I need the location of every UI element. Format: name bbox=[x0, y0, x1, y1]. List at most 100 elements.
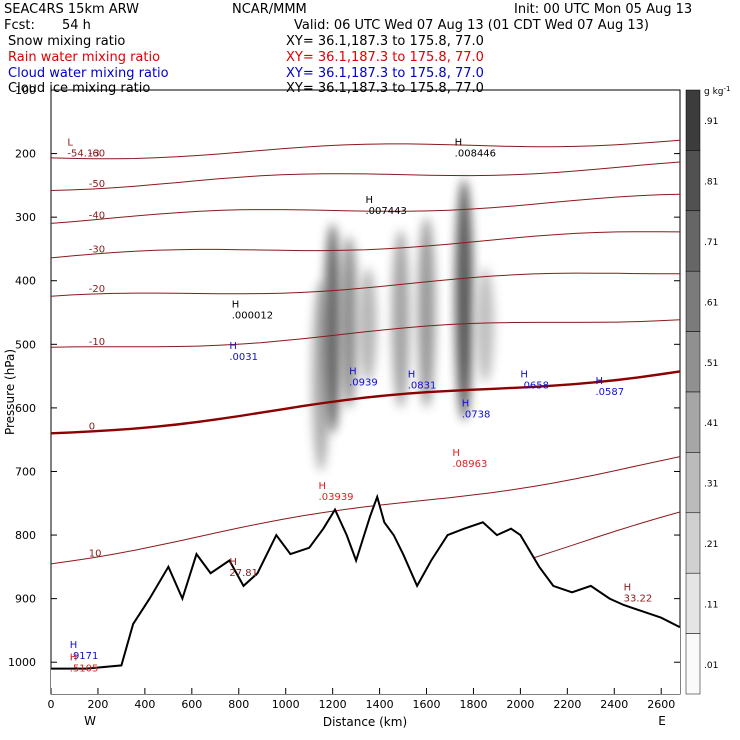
colorbar-swatch bbox=[685, 391, 701, 453]
isotherm-label: -60 bbox=[89, 149, 105, 160]
isotherm-label: 10 bbox=[89, 548, 102, 559]
isotherm-contour bbox=[51, 193, 680, 224]
x-tick-label: 1600 bbox=[413, 698, 441, 711]
model-name: SEAC4RS 15km ARW bbox=[4, 2, 140, 17]
ice-peak-value: .000012 bbox=[232, 311, 273, 322]
ice-peak-value: .008446 bbox=[455, 149, 496, 160]
y-tick-label: 700 bbox=[15, 465, 36, 478]
colorbar-label: .71 bbox=[704, 238, 718, 248]
west-label: W bbox=[84, 714, 96, 728]
colorbar-label: .01 bbox=[704, 661, 718, 671]
rain-marker: H bbox=[319, 481, 327, 492]
x-tick-label: 1000 bbox=[272, 698, 300, 711]
isotherm-label: -30 bbox=[89, 244, 105, 255]
isotherm-contour bbox=[51, 319, 680, 348]
terrain-line bbox=[51, 493, 680, 670]
cloud-water-marker: H bbox=[596, 376, 604, 387]
cloud-water-value: .0831 bbox=[408, 381, 437, 392]
colorbar-label: .61 bbox=[704, 298, 718, 308]
colorbar-swatch bbox=[685, 633, 701, 695]
x-tick-label: 800 bbox=[228, 698, 249, 711]
cloud-water-value: .0738 bbox=[462, 409, 491, 420]
colorbar-swatch bbox=[685, 210, 701, 272]
ice-peak-marker: H bbox=[366, 195, 374, 206]
isotherm-label: -10 bbox=[89, 337, 105, 348]
isotherm-contour bbox=[51, 231, 680, 259]
temperature-extreme-marker: H bbox=[624, 583, 632, 594]
x-tick-label: 1200 bbox=[319, 698, 347, 711]
x-tick-label: 2400 bbox=[600, 698, 628, 711]
east-label: E bbox=[658, 714, 666, 728]
colorbar-swatch bbox=[685, 150, 701, 212]
x-axis-label: Distance (km) bbox=[323, 715, 407, 729]
temperature-extreme-value: 33.22 bbox=[624, 594, 653, 605]
temperature-extreme-value: 27.81 bbox=[229, 568, 258, 579]
x-tick-label: 0 bbox=[48, 698, 55, 711]
isotherm-contour bbox=[51, 272, 680, 297]
field-name-rain: Rain water mixing ratio bbox=[8, 50, 161, 65]
colorbar: .91 .81 .71 .61 .51 .41 .31 .21 .11 .01 bbox=[685, 89, 718, 695]
isotherm-label: 0 bbox=[89, 422, 95, 433]
cloud-water-marker: H bbox=[70, 640, 78, 651]
temperature-extreme-marker: L bbox=[67, 138, 73, 149]
x-tick-label: 200 bbox=[87, 698, 108, 711]
snow-shading-column bbox=[455, 179, 474, 421]
x-tick-label: 1800 bbox=[459, 698, 487, 711]
field-xy-rain: XY= 36.1,187.3 to 175.8, 77.0 bbox=[286, 50, 484, 65]
x-tick-label: 2600 bbox=[647, 698, 675, 711]
terrain-fill bbox=[51, 496, 680, 694]
y-tick-100-partial: 100 bbox=[15, 84, 36, 97]
y-tick-label: 400 bbox=[15, 275, 36, 288]
isotherm-contour bbox=[51, 161, 680, 191]
ice-peak-marker: H bbox=[455, 138, 463, 149]
y-tick-label: 1000 bbox=[8, 656, 36, 669]
colorbar-label: .31 bbox=[704, 480, 718, 490]
ice-peak-value: .007443 bbox=[366, 206, 407, 217]
colorbar-swatch bbox=[685, 331, 701, 393]
rain-value: .5105 bbox=[70, 664, 99, 675]
cloud-water-marker: H bbox=[520, 370, 528, 381]
isotherm-label: -50 bbox=[89, 179, 105, 190]
cloud-water-value: .0658 bbox=[520, 381, 549, 392]
snow-shading-column bbox=[358, 268, 377, 383]
snow-shading-column bbox=[340, 236, 359, 408]
x-tick-label: 600 bbox=[181, 698, 202, 711]
colorbar-label: .81 bbox=[704, 178, 718, 188]
y-tick-label: 500 bbox=[15, 338, 36, 351]
y-tick-label: 300 bbox=[15, 211, 36, 224]
colorbar-unit: g kg-1 bbox=[704, 85, 730, 97]
cloud-water-value: .0939 bbox=[349, 377, 378, 388]
cloud-water-marker: H bbox=[462, 398, 470, 409]
rain-marker: H bbox=[452, 448, 460, 459]
snow-shading-column bbox=[391, 229, 410, 408]
y-axis-label: Pressure (hPa) bbox=[3, 349, 17, 435]
y-tick-label: 600 bbox=[15, 402, 36, 415]
init-time: Init: 00 UTC Mon 05 Aug 13 bbox=[514, 2, 693, 17]
colorbar-label: .51 bbox=[704, 359, 718, 369]
colorbar-swatch bbox=[685, 270, 701, 332]
temperature-extreme-value: -54.13 bbox=[67, 149, 99, 160]
organization: NCAR/MMM bbox=[232, 2, 307, 17]
snow-shading-column bbox=[476, 268, 495, 383]
snow-shading-column bbox=[417, 217, 436, 408]
field-name-ice: Cloud ice mixing ratio bbox=[8, 81, 151, 96]
x-tick-label: 2200 bbox=[553, 698, 581, 711]
colorbar-swatch bbox=[685, 512, 701, 574]
cloud-water-marker: H bbox=[349, 366, 357, 377]
temperature-extreme-marker: H bbox=[229, 557, 237, 568]
cloud-water-marker: H bbox=[229, 341, 237, 352]
x-tick-label: 1400 bbox=[366, 698, 394, 711]
isotherm-label: -20 bbox=[89, 284, 105, 295]
colorbar-swatch bbox=[685, 89, 701, 151]
snow-shading-column bbox=[323, 223, 342, 434]
colorbar-swatch bbox=[685, 452, 701, 514]
field-xy-ice: XY= 36.1,187.3 to 175.8, 77.0 bbox=[286, 81, 484, 96]
cloud-water-marker: H bbox=[408, 370, 416, 381]
isotherm-contour bbox=[51, 456, 680, 565]
colorbar-label: .41 bbox=[704, 419, 718, 429]
cloud-water-value: .0587 bbox=[596, 387, 625, 398]
isotherm-contour bbox=[51, 139, 680, 160]
field-xy-cloud: XY= 36.1,187.3 to 175.8, 77.0 bbox=[286, 66, 484, 81]
x-tick-label: 2000 bbox=[506, 698, 534, 711]
